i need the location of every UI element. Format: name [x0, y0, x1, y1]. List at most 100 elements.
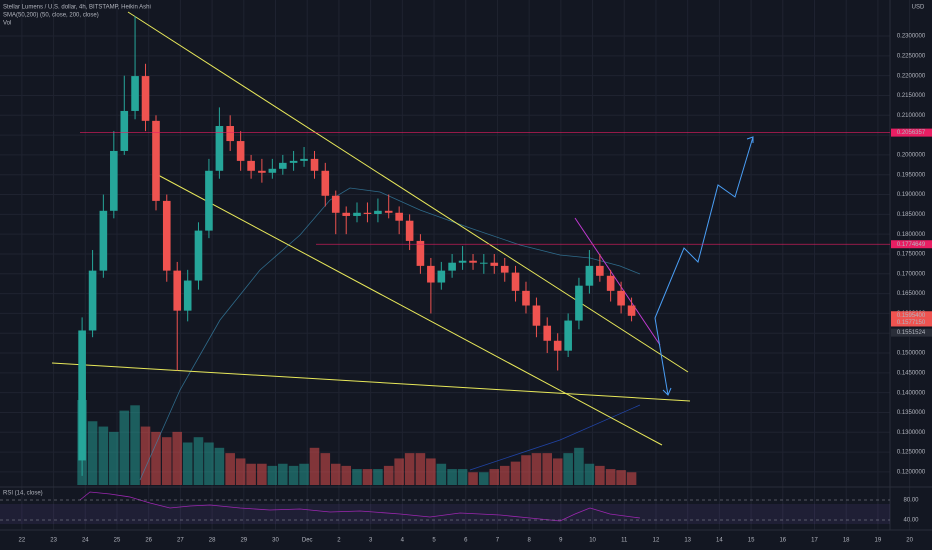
volume-bar	[257, 463, 267, 485]
candle-body	[258, 170, 266, 173]
rsi-line	[79, 491, 641, 522]
volume-bar	[479, 472, 489, 485]
y-tick-label: 0.1500000	[897, 351, 926, 357]
currency: USD	[912, 5, 925, 11]
volume-bar	[362, 469, 373, 485]
arrow-head	[746, 136, 754, 143]
y-tick-label: 0.1300000	[897, 430, 926, 436]
volume-bar	[499, 465, 510, 485]
rsi-tick-label: 40.00	[903, 518, 919, 524]
candle-body	[458, 260, 467, 263]
rsi-label: RSI (14, close)	[3, 491, 43, 497]
x-tick-label: 3	[369, 538, 373, 544]
volume-bar	[109, 431, 119, 485]
candle-body	[215, 126, 224, 171]
volume-bar	[161, 437, 172, 485]
x-tick-label: 18	[843, 538, 850, 544]
volume-bar	[352, 469, 362, 485]
volume-bar	[383, 465, 394, 485]
y-tick-label: 0.2100000	[897, 113, 926, 119]
volume-bar	[341, 465, 352, 485]
y-tick-label: 0.1950000	[897, 172, 926, 178]
volume-bar	[563, 453, 573, 485]
x-tick-label: 30	[272, 538, 279, 544]
candle-body	[405, 220, 414, 241]
y-tick-label: 0.2200000	[897, 73, 926, 79]
volume-bar	[468, 472, 478, 485]
candle-body	[522, 290, 530, 306]
trendline	[157, 174, 663, 446]
y-tick-label: 0.2150000	[897, 93, 926, 99]
candle-body	[99, 210, 108, 271]
candle-body	[279, 162, 287, 169]
candle-body	[543, 325, 552, 341]
candle-body	[427, 265, 435, 283]
candle-body	[490, 262, 499, 266]
candle-body	[110, 150, 118, 211]
price-tag	[891, 128, 932, 137]
candle-body	[289, 160, 298, 163]
volume-bar	[415, 453, 426, 485]
volume-bar	[278, 463, 288, 485]
candle-body	[78, 330, 86, 461]
candle-body	[353, 212, 361, 216]
x-tick-label: 4	[401, 538, 405, 544]
price-tag-label: 0.2056357	[897, 130, 926, 136]
candle-body	[575, 285, 583, 321]
x-tick-label: 14	[716, 538, 723, 544]
volume-bar	[172, 431, 183, 485]
candle-body	[480, 262, 488, 264]
x-tick-label: 2	[337, 538, 341, 544]
x-tick-label: 23	[50, 538, 57, 544]
volume-bar	[98, 426, 109, 485]
volume-bar	[182, 442, 193, 485]
candle-body	[617, 290, 625, 306]
candle-body	[247, 160, 255, 171]
y-tick-label: 0.1900000	[897, 192, 926, 198]
candle-body	[141, 76, 150, 121]
candle-body	[268, 168, 277, 173]
x-tick-label: 22	[19, 538, 26, 544]
x-tick-label: 10	[589, 538, 596, 544]
price-tag-label: 0.1595400	[897, 313, 926, 319]
x-tick-label: 9	[559, 538, 563, 544]
x-tick-label: 28	[209, 538, 216, 544]
volume-bar	[225, 453, 235, 485]
price-tag	[891, 311, 932, 320]
volume-bar	[235, 458, 246, 485]
candle-body	[120, 110, 129, 151]
volume-bar	[193, 437, 204, 485]
candle-body	[532, 305, 541, 326]
moving-average	[139, 187, 641, 481]
candle-body	[342, 212, 351, 216]
price-tag	[891, 328, 932, 337]
volume-bar	[394, 458, 404, 485]
candle-body	[162, 200, 171, 271]
candle-body	[374, 210, 382, 214]
x-tick-label: 26	[145, 538, 152, 544]
projection	[654, 136, 754, 319]
volume-bar	[542, 453, 553, 485]
volume-bar	[426, 458, 436, 485]
volume	[77, 400, 637, 485]
x-tick-label: 11	[621, 538, 628, 544]
price-tag-label: 0.1551524	[897, 330, 926, 336]
x-tick-label: 25	[114, 538, 121, 544]
candle-body	[363, 212, 372, 214]
volume-bar	[309, 447, 320, 485]
trendline	[127, 11, 689, 373]
volume-bar	[320, 453, 331, 485]
x-tick-label: 15	[748, 538, 755, 544]
x-tick-label: 20	[906, 538, 913, 544]
candle-body	[173, 270, 182, 311]
y-tick-label: 0.1200000	[897, 470, 926, 476]
volume-bar	[373, 469, 383, 485]
volume-bar	[531, 453, 542, 485]
volume-bar	[616, 470, 626, 485]
candle-body	[627, 305, 636, 316]
volume-bar	[119, 410, 130, 485]
volume-bar	[267, 465, 278, 485]
candle-body	[226, 126, 234, 142]
x-tick-label: 5	[432, 538, 436, 544]
candle-body	[310, 158, 319, 171]
